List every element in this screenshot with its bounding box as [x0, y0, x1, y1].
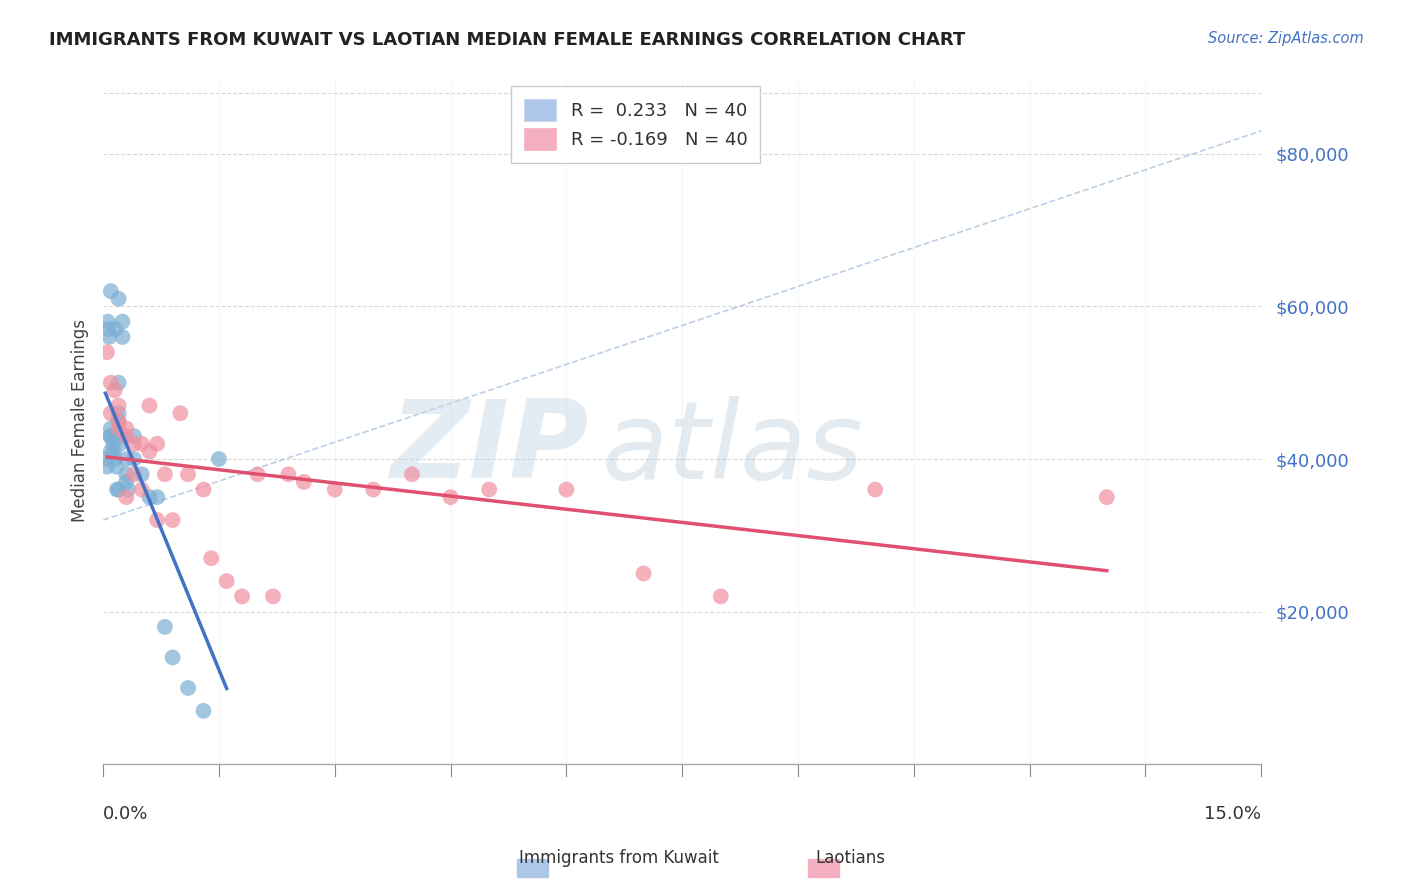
- Point: [111, 429, 134, 443]
- Point: [146, 490, 169, 504]
- Point: [439, 490, 461, 504]
- Point: [107, 376, 129, 390]
- Point: [131, 467, 153, 482]
- Point: [115, 467, 138, 482]
- Point: [107, 414, 129, 428]
- Point: [122, 467, 145, 482]
- Point: [111, 330, 134, 344]
- Point: [94, 452, 117, 467]
- Point: [105, 483, 128, 497]
- Point: [105, 459, 128, 474]
- Text: Source: ZipAtlas.com: Source: ZipAtlas.com: [1208, 31, 1364, 46]
- Point: [100, 284, 122, 298]
- Point: [117, 483, 139, 497]
- Point: [122, 436, 145, 450]
- Point: [115, 421, 138, 435]
- Point: [200, 551, 222, 566]
- Point: [107, 421, 129, 435]
- Text: 0.0%: 0.0%: [103, 805, 149, 823]
- Point: [100, 376, 122, 390]
- Point: [100, 429, 122, 443]
- Point: [162, 513, 184, 527]
- Point: [107, 483, 129, 497]
- Point: [478, 483, 501, 497]
- Point: [246, 467, 269, 482]
- Point: [177, 681, 200, 695]
- Point: [710, 590, 733, 604]
- Point: [104, 322, 127, 336]
- Point: [108, 436, 131, 450]
- Text: atlas: atlas: [602, 396, 863, 500]
- Point: [169, 406, 191, 420]
- Y-axis label: Median Female Earnings: Median Female Earnings: [72, 319, 89, 523]
- Point: [146, 513, 169, 527]
- Point: [138, 399, 160, 413]
- Point: [153, 467, 176, 482]
- Point: [323, 483, 346, 497]
- Point: [100, 444, 122, 458]
- Point: [101, 436, 124, 450]
- Point: [363, 483, 385, 497]
- Point: [292, 475, 315, 489]
- Point: [122, 452, 145, 467]
- Point: [98, 429, 121, 443]
- Point: [104, 452, 127, 467]
- Point: [153, 620, 176, 634]
- Point: [193, 483, 215, 497]
- Point: [107, 406, 129, 420]
- Point: [115, 475, 138, 489]
- Point: [177, 467, 200, 482]
- Point: [107, 399, 129, 413]
- Text: ZIP: ZIP: [391, 395, 589, 501]
- Point: [401, 467, 423, 482]
- Point: [131, 483, 153, 497]
- Point: [146, 436, 169, 450]
- Point: [215, 574, 238, 588]
- Point: [231, 590, 253, 604]
- Point: [97, 322, 120, 336]
- Legend: R =  0.233   N = 40, R = -0.169   N = 40: R = 0.233 N = 40, R = -0.169 N = 40: [512, 87, 761, 163]
- Text: IMMIGRANTS FROM KUWAIT VS LAOTIAN MEDIAN FEMALE EARNINGS CORRELATION CHART: IMMIGRANTS FROM KUWAIT VS LAOTIAN MEDIAN…: [49, 31, 966, 49]
- Point: [96, 459, 118, 474]
- Point: [98, 330, 121, 344]
- Point: [555, 483, 578, 497]
- Point: [162, 650, 184, 665]
- Point: [193, 704, 215, 718]
- Point: [863, 483, 886, 497]
- Point: [122, 429, 145, 443]
- Point: [1095, 490, 1118, 504]
- Point: [208, 452, 231, 467]
- Point: [96, 345, 118, 359]
- Text: 15.0%: 15.0%: [1204, 805, 1261, 823]
- Point: [115, 429, 138, 443]
- Point: [100, 421, 122, 435]
- Point: [138, 444, 160, 458]
- Text: Laotians: Laotians: [815, 849, 886, 867]
- Point: [115, 490, 138, 504]
- Point: [101, 429, 124, 443]
- Point: [633, 566, 655, 581]
- Point: [97, 315, 120, 329]
- Point: [115, 452, 138, 467]
- Point: [104, 384, 127, 398]
- Point: [138, 490, 160, 504]
- Point: [131, 436, 153, 450]
- Point: [107, 414, 129, 428]
- Point: [277, 467, 299, 482]
- Text: Immigrants from Kuwait: Immigrants from Kuwait: [519, 849, 718, 867]
- Point: [107, 292, 129, 306]
- Point: [100, 406, 122, 420]
- Point: [262, 590, 284, 604]
- Point: [111, 315, 134, 329]
- Point: [103, 444, 125, 458]
